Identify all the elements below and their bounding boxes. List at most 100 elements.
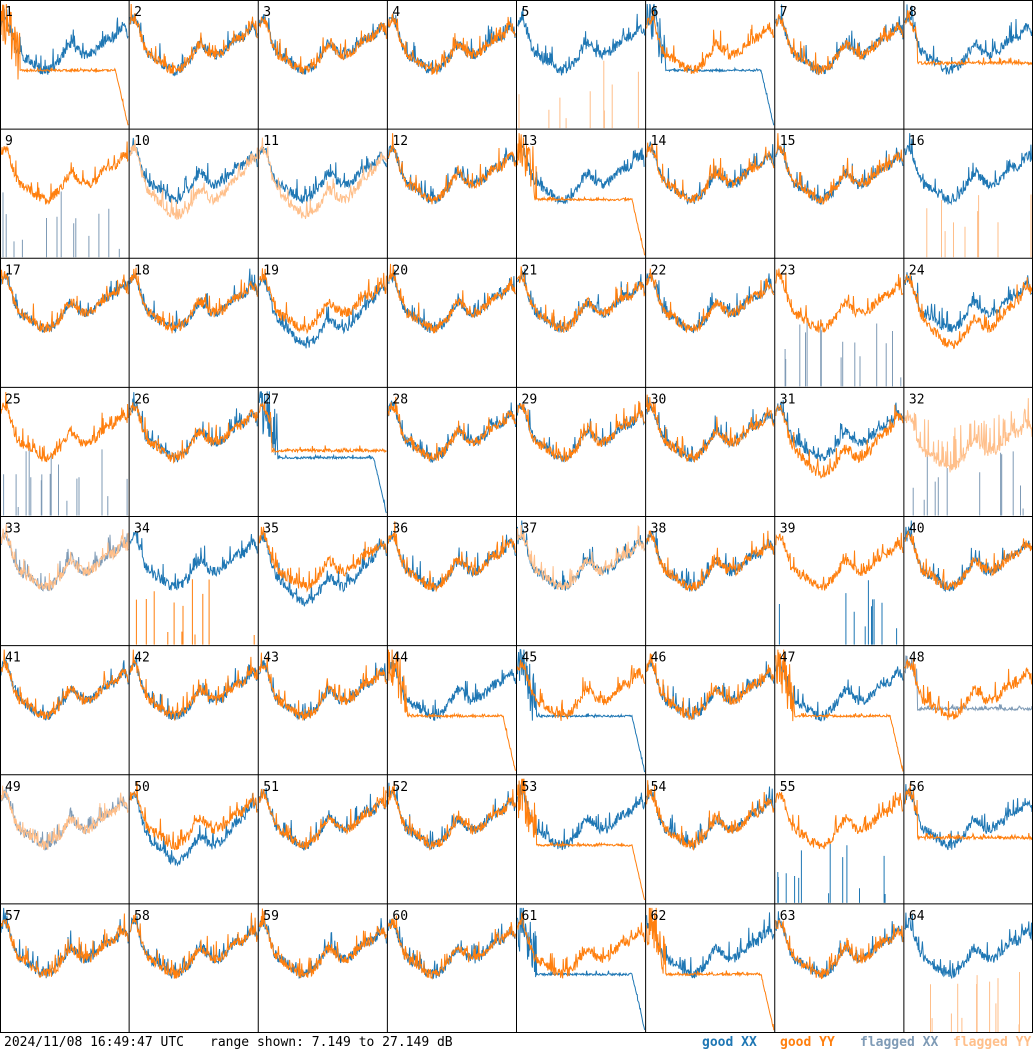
panel-59-yy-trace [258, 908, 387, 979]
panel-44: 44 [387, 649, 516, 771]
legend-flagged-xx: flagged XX [860, 1035, 939, 1050]
panel-53-xx-trace [517, 778, 646, 851]
panel-54: 54 [646, 780, 775, 851]
panel-43-yy-trace [258, 652, 387, 721]
panel-24-label: 24 [909, 263, 925, 278]
panel-39: 39 [775, 522, 904, 645]
panel-45-label: 45 [522, 651, 538, 666]
panel-11: 11 [258, 134, 387, 219]
panel-18-label: 18 [134, 263, 150, 278]
panel-58-yy-trace [129, 912, 258, 979]
panel-62-xx-trace [646, 912, 775, 979]
panel-3-yy-trace [258, 16, 387, 75]
panel-35-label: 35 [263, 522, 279, 537]
panel-23-label: 23 [780, 263, 796, 278]
panel-35: 35 [258, 522, 387, 607]
panel-3-label: 3 [263, 5, 271, 20]
panel-26-label: 26 [134, 392, 150, 407]
panel-4-xx-trace [387, 13, 516, 74]
panel-16-yy-trace [926, 194, 1032, 258]
panel-28: 28 [387, 392, 516, 464]
panel-4-label: 4 [392, 5, 400, 20]
panel-19-xx-trace [258, 273, 387, 349]
panel-55: 55 [775, 780, 904, 903]
panel-13-xx-trace [517, 143, 645, 205]
panel-34-xx-trace [129, 530, 258, 591]
panel-24-xx-trace [904, 272, 1033, 333]
panel-15: 15 [775, 133, 904, 206]
panel-60: 60 [387, 909, 516, 981]
panel-2-xx-trace [129, 13, 258, 77]
panel-50-yy-trace [129, 781, 258, 851]
panel-53: 53 [517, 778, 646, 901]
footer-bar: 2024/11/08 16:49:47 UTC range shown: 7.1… [0, 1033, 1033, 1053]
panel-46: 46 [646, 651, 775, 721]
panel-11-yy-trace [258, 137, 387, 219]
panel-25-yy-trace [0, 391, 129, 463]
panel-2-label: 2 [134, 5, 142, 20]
panel-36-yy-trace [387, 521, 516, 593]
panel-45: 45 [517, 649, 646, 773]
panel-33-xx-trace [0, 530, 129, 592]
panel-13: 13 [517, 133, 646, 256]
panel-15-yy-trace [775, 133, 904, 205]
panel-61: 61 [517, 907, 646, 1030]
panel-56-label: 56 [909, 780, 925, 795]
panel-18: 18 [129, 263, 258, 334]
panel-62: 62 [646, 907, 775, 1031]
panel-33-label: 33 [5, 522, 21, 537]
panel-38-xx-trace [646, 530, 775, 592]
panel-35-yy-trace [258, 526, 387, 593]
panel-17: 17 [0, 263, 129, 334]
panel-57-yy-trace [0, 913, 129, 979]
panel-46-yy-trace [646, 653, 775, 721]
panel-40-label: 40 [909, 522, 925, 537]
panel-20-yy-trace [388, 263, 516, 334]
panel-25: 25 [0, 391, 129, 516]
panel-21-label: 21 [522, 263, 538, 278]
panel-51-yy-trace [258, 786, 387, 850]
panel-45-xx-trace [517, 649, 646, 773]
panel-63-label: 63 [780, 909, 796, 924]
panel-49-yy-trace [0, 785, 129, 850]
panel-34-yy-trace [135, 579, 255, 645]
panel-43-xx-trace [258, 660, 387, 721]
panel-27-xx-trace [258, 391, 387, 514]
panel-17-label: 17 [5, 263, 21, 278]
panel-55-yy-trace [775, 792, 904, 850]
panel-25-xx-trace [3, 448, 128, 516]
panel-34: 34 [129, 522, 258, 645]
panel-20-xx-trace [388, 269, 516, 334]
panel-7-label: 7 [780, 5, 788, 20]
panel-57-label: 57 [5, 909, 21, 924]
panel-60-yy-trace [387, 915, 516, 981]
panel-29-label: 29 [522, 392, 538, 407]
panel-32: 32 [904, 392, 1033, 516]
panel-57: 57 [0, 907, 129, 979]
panel-37-label: 37 [522, 522, 538, 537]
panel-23-xx-trace [784, 319, 902, 387]
panel-8-xx-trace [904, 4, 1033, 75]
panel-19-yy-trace [259, 268, 387, 335]
panel-5-xx-trace [517, 8, 646, 76]
panel-37: 37 [517, 520, 646, 591]
legend-flagged-yy: flagged YY [953, 1035, 1032, 1050]
panel-27-label: 27 [263, 392, 279, 407]
panel-45-yy-trace [517, 659, 646, 721]
panel-58: 58 [129, 909, 258, 979]
panel-28-xx-trace [387, 400, 516, 464]
panel-22-label: 22 [651, 263, 667, 278]
panel-49: 49 [0, 780, 129, 851]
panel-24: 24 [904, 263, 1033, 350]
panel-43-label: 43 [263, 651, 279, 666]
panel-11-label: 11 [263, 134, 279, 149]
panel-60-xx-trace [387, 918, 516, 979]
panel-37-yy-trace [517, 524, 645, 590]
panel-18-yy-trace [129, 267, 258, 334]
panel-8-yy-trace [904, 10, 1033, 67]
range-label: range shown: 7.149 to 27.149 dB [210, 1035, 453, 1050]
panel-6-xx-trace [646, 3, 775, 126]
panel-48-xx-trace [904, 655, 1033, 712]
panel-36-label: 36 [392, 522, 408, 537]
